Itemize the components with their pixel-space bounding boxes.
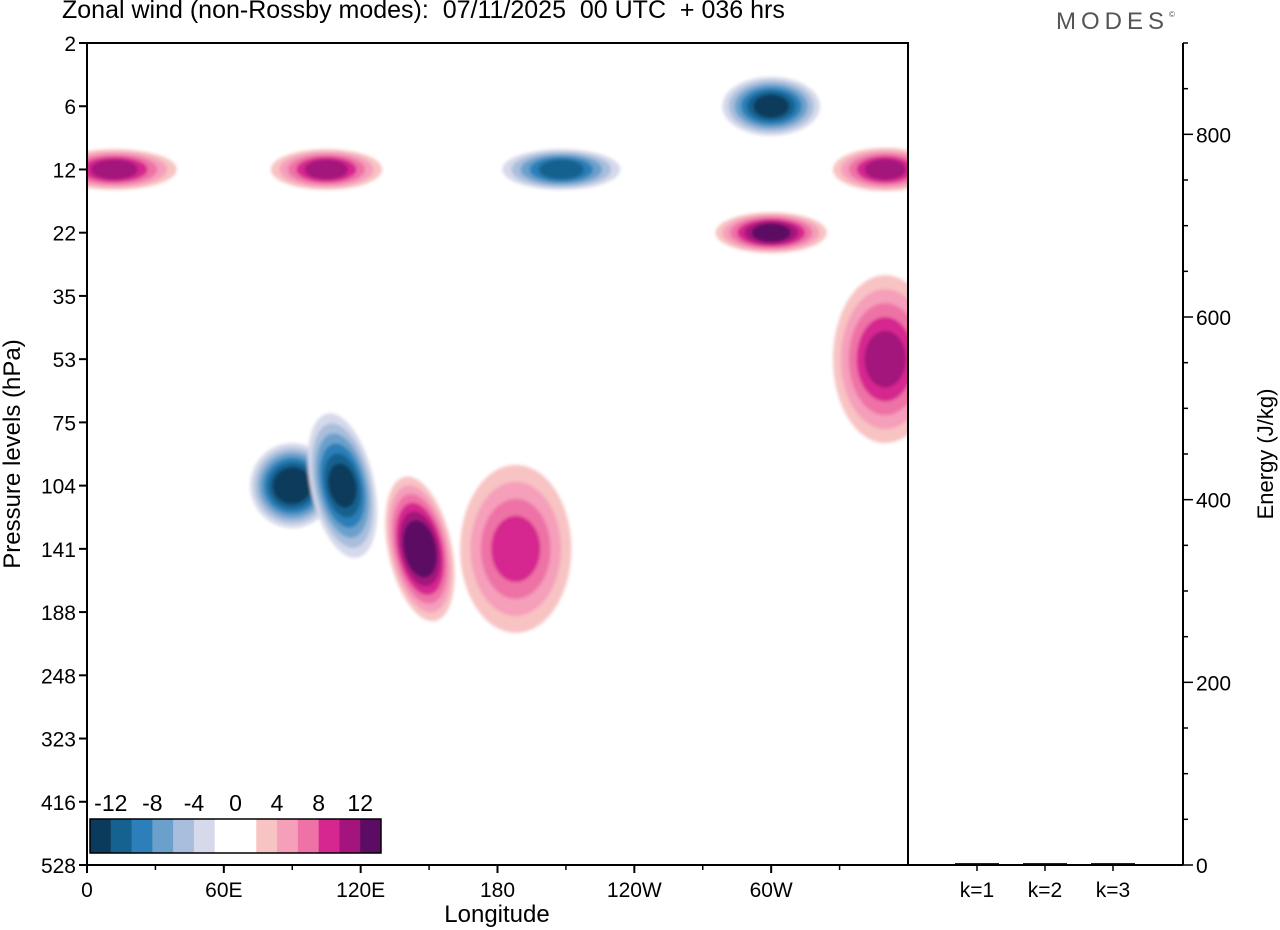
colorbar-swatch	[131, 819, 153, 853]
y-tick-label: 323	[41, 729, 76, 752]
y-tick-label: 416	[41, 792, 76, 815]
contour-band	[491, 515, 541, 582]
x-tick-label: 120E	[336, 879, 385, 902]
contour-band	[90, 159, 138, 180]
x-tick-label: 60E	[205, 879, 242, 902]
y-tick-label: 75	[53, 412, 76, 435]
main-plot-frame	[86, 42, 909, 866]
colorbar-swatch	[214, 819, 236, 853]
brand-mark: ©	[1169, 10, 1175, 19]
contour-band	[277, 471, 308, 500]
y-tick-label: 141	[41, 539, 76, 562]
contour-cell	[715, 212, 827, 253]
energy-y-axis-label: Energy (J/kg)	[1253, 389, 1278, 520]
y-tick-label: 6	[64, 96, 76, 119]
colorbar-label: -8	[142, 790, 162, 816]
energy-tick-label: 0	[1196, 855, 1208, 878]
y-tick-label: 35	[53, 286, 76, 309]
contour-band	[304, 159, 349, 180]
contour-cell	[460, 464, 572, 633]
y-tick-label: 22	[53, 223, 76, 246]
contour-cell	[722, 76, 820, 136]
y-tick-label: 53	[53, 349, 76, 372]
colorbar-swatch	[339, 819, 361, 853]
x-tick-label: 60W	[750, 879, 793, 902]
colorbar: -12 -8 -4 0 4 8 12	[89, 790, 382, 854]
y-axis-label: Pressure levels (hPa)	[0, 339, 26, 568]
y-tick-label: 248	[41, 665, 76, 688]
contour-band	[864, 159, 906, 180]
energy-category-label: k=2	[1028, 879, 1062, 902]
colorbar-label: -12	[94, 790, 127, 816]
chart-title: Zonal wind (non-Rossby modes): 07/11/202…	[62, 0, 785, 24]
contour-band	[751, 223, 791, 243]
colorbar-frame	[89, 818, 382, 854]
y-tick-label: 188	[41, 602, 76, 625]
contour-band	[864, 330, 906, 388]
contour-cell	[385, 476, 455, 622]
colorbar-label: 0	[229, 790, 242, 816]
contour-band	[538, 159, 584, 180]
contour-cell	[833, 147, 908, 192]
energy-tick-label: 400	[1196, 490, 1231, 513]
energy-panel: 0 200 400 600 800 k=1 k=2 k=3	[955, 42, 1231, 902]
y-axis: 2 6 12 22 35 53 75 104 141 188 248 323 416 528	[41, 33, 87, 878]
contour-cell	[502, 149, 621, 190]
contour-cell	[833, 275, 908, 444]
x-axis: 0 60E 120E 180 120W 60W	[81, 865, 841, 902]
colorbar-label: 4	[271, 790, 284, 816]
brand-logo: MODES©	[1056, 8, 1175, 36]
colorbar-swatch	[110, 819, 132, 853]
contour-band	[406, 528, 434, 569]
colorbar-swatch	[360, 819, 382, 853]
x-tick-label: 0	[81, 879, 93, 902]
energy-category-label: k=3	[1096, 879, 1130, 902]
energy-category-label: k=1	[960, 879, 994, 902]
x-tick-label: 180	[480, 879, 515, 902]
y-tick-label: 104	[41, 476, 76, 499]
colorbar-swatch	[235, 819, 257, 853]
colorbar-swatch	[256, 819, 278, 853]
contour-cell	[270, 149, 383, 190]
x-tick-label: 120W	[607, 879, 662, 902]
energy-tick-label: 200	[1196, 672, 1231, 695]
colorbar-swatch	[90, 819, 112, 853]
contour-band	[328, 463, 357, 508]
brand-text: MODES	[1056, 8, 1170, 35]
x-axis-label: Longitude	[444, 901, 549, 928]
colorbar-swatch	[318, 819, 340, 853]
energy-tick-label: 600	[1196, 307, 1231, 330]
contour-field	[87, 76, 908, 633]
colorbar-swatch	[173, 819, 195, 853]
energy-tick-label: 800	[1196, 124, 1231, 147]
contour-band	[753, 94, 790, 118]
colorbar-label: 8	[312, 790, 325, 816]
contour-cell	[307, 413, 378, 558]
colorbar-swatch	[297, 819, 320, 853]
colorbar-swatch	[193, 819, 216, 853]
colorbar-label: 12	[347, 790, 373, 816]
contour-cell	[87, 149, 177, 190]
y-tick-label: 2	[64, 33, 76, 56]
y-tick-label: 528	[41, 855, 76, 878]
colorbar-swatch	[152, 819, 174, 853]
colorbar-label: -4	[184, 790, 205, 816]
y-tick-label: 12	[53, 159, 76, 182]
colorbar-swatch	[277, 819, 299, 853]
